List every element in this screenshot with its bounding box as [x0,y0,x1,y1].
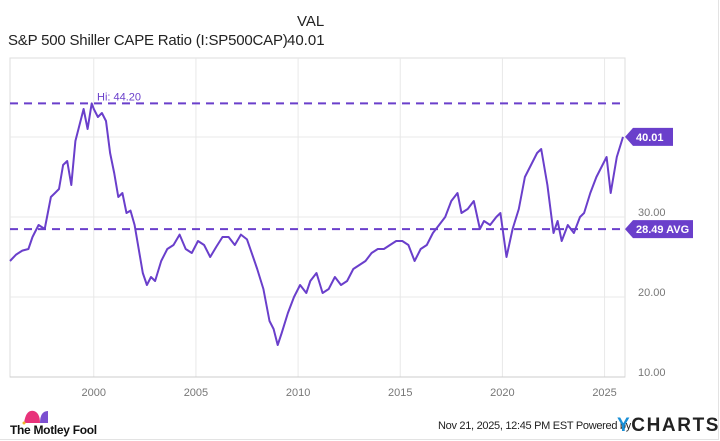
last-value-tag: 40.01 [625,127,673,146]
average-value-label: 28.49 AVG [636,224,689,236]
last-value-label: 40.01 [636,132,664,144]
svg-text:2015: 2015 [388,387,412,399]
ycharts-logo-y: Y [617,415,632,436]
motley-fool-jester-icon [22,410,48,425]
svg-text:2020: 2020 [490,387,514,399]
ycharts-logo-text: CHARTS [631,415,720,436]
svg-text:10.00: 10.00 [638,367,666,379]
x-axis-ticks: 2000 2005 2010 2015 2020 2025 [82,387,617,399]
svg-text:30.00: 30.00 [638,207,666,219]
value-column-header: VAL [297,13,325,30]
svg-text:2005: 2005 [184,387,208,399]
gridlines [9,57,626,378]
y-axis-ticks: 30.00 20.00 10.00 [638,207,666,379]
series-legend-name: S&P 500 Shiller CAPE Ratio (I:SP500CAP) [8,32,288,49]
ycharts-logo[interactable]: YCHARTS [617,415,720,437]
svg-text:2010: 2010 [286,387,310,399]
high-annotation: Hi: 44.20 [97,91,141,103]
average-tag: 28.49 AVG [625,220,693,239]
svg-text:2000: 2000 [82,387,106,399]
cape-ratio-line [9,102,624,346]
motley-fool-logo-text: The Motley Fool [10,423,97,437]
svg-text:2025: 2025 [592,387,616,399]
footer-timestamp: Nov 21, 2025, 12:45 PM EST Powered by [438,420,631,432]
reference-lines [10,102,625,231]
svg-text:20.00: 20.00 [638,287,666,299]
series-current-value: 40.01 [287,32,325,49]
